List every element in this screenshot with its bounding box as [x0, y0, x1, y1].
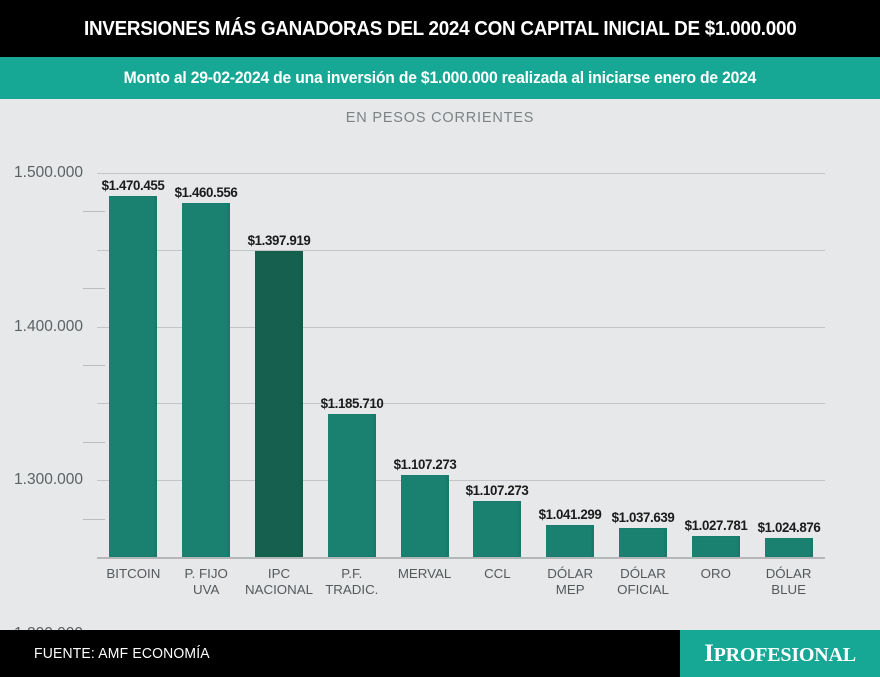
y-axis-tick-label: 1.400.000: [14, 317, 83, 335]
bar-rect: [546, 525, 595, 557]
bar: $1.027.781 ORO: [684, 517, 747, 581]
y-axis-minor-tick: [83, 211, 105, 213]
bar-value-label: $1.470.455: [102, 176, 165, 193]
brand-logo: IPROFESIONAL: [680, 630, 880, 677]
bar: $1.024.876 DÓLAR BLUE: [757, 519, 820, 597]
footer: FUENTE: AMF ECONOMÍA IPROFESIONAL: [0, 630, 880, 677]
footer-source: FUENTE: AMF ECONOMÍA: [0, 630, 680, 677]
brand-text: IPROFESIONAL: [704, 640, 856, 668]
y-axis-minor-tick: [83, 365, 105, 366]
brand-rest-letters: PROFESIONAL: [713, 643, 856, 666]
page-title: INVERSIONES MÁS GANADORAS DEL 2024 CON C…: [83, 16, 797, 40]
bar: $1.397.919 IPC NACIONAL: [245, 232, 313, 596]
bar-series: $1.470.455 BITCOIN $1.460.556 P. FIJO UVA $1…: [97, 173, 825, 597]
x-axis-category-label: DÓLAR OFICIAL: [617, 566, 669, 597]
bar-value-label: $1.107.273: [393, 455, 456, 472]
y-axis-tick-label: 1.300.000: [14, 471, 83, 489]
gridline: 1.400.000: [14, 249, 825, 335]
bar-value-label: $1.041.299: [538, 506, 602, 523]
gridline: 1.100.000: [97, 480, 825, 482]
x-axis-category-label: CCL: [484, 566, 511, 581]
x-axis-category-label: P. FIJO UVA: [184, 566, 228, 597]
bar-rect: [764, 537, 813, 557]
y-axis-minor-tick: [83, 518, 105, 520]
x-axis-category-label: IPC NACIONAL: [245, 566, 313, 597]
subtitle-bar: Monto al 29-02-2024 de una inversión de …: [0, 57, 880, 99]
x-axis-category-label: BITCOIN: [106, 566, 161, 581]
bar-rect: [691, 535, 740, 557]
x-axis-category-label: ORO: [700, 566, 731, 581]
bar: $1.460.556 P. FIJO UVA: [175, 184, 238, 596]
bar-value-label: $1.185.710: [320, 395, 384, 412]
bar: $1.037.639 DÓLAR OFICIAL: [612, 509, 675, 596]
x-axis-category-label: DÓLAR BLUE: [765, 566, 812, 597]
bar-rect: [182, 203, 231, 557]
bar: $1.107.273 CCL: [466, 482, 529, 581]
gridline: 1.500.000: [14, 164, 825, 181]
bar: $1.041.299 DÓLAR MEP: [539, 506, 602, 596]
y-axis-minor-tick: [83, 441, 105, 443]
bar-rect: [473, 500, 522, 557]
chart-area: 1.500.0001.400.0001.300.0001.200.0001.10…: [0, 140, 880, 642]
bar-rect: [619, 528, 667, 557]
bar-rect: [400, 474, 449, 557]
x-axis-category-label: MERVAL: [397, 566, 452, 581]
x-axis-category-label: P.F. TRADIC.: [325, 566, 379, 597]
units-label: EN PESOS CORRIENTES: [345, 110, 535, 126]
bar-value-label: $1.024.876: [757, 518, 820, 535]
brand-lead-letter: I: [704, 639, 714, 667]
title-bar: INVERSIONES MÁS GANADORAS DEL 2024 CON C…: [0, 0, 880, 57]
x-axis-category-label: DÓLAR MEP: [547, 566, 594, 597]
bar-value-label: $1.037.639: [611, 509, 675, 526]
bar-rect: [109, 195, 158, 557]
plot-area: 1.500.0001.400.0001.300.0001.200.0001.10…: [14, 164, 825, 642]
bar-value-label: $1.397.919: [247, 232, 311, 249]
bar-value-label: $1.107.273: [466, 481, 529, 498]
y-axis-minor-tick: [83, 288, 105, 290]
source-label: FUENTE: AMF ECONOMÍA: [34, 645, 210, 662]
bar-value-label: $1.460.556: [174, 184, 238, 201]
bar: $1.185.710 P.F. TRADIC.: [320, 395, 383, 596]
bar-rect: [327, 414, 376, 557]
bar: $1.107.273 MERVAL: [393, 456, 456, 581]
bar: $1.470.455 BITCOIN: [102, 177, 165, 581]
gridline: 1.000.000: [97, 557, 825, 559]
page-subtitle: Monto al 29-02-2024 de una inversión de …: [123, 68, 757, 87]
bar-rect: [255, 251, 303, 557]
bar-value-label: $1.027.781: [684, 516, 748, 533]
y-axis-tick-label: 1.500.000: [14, 164, 83, 181]
gridline: 1.300.000: [14, 326, 825, 488]
